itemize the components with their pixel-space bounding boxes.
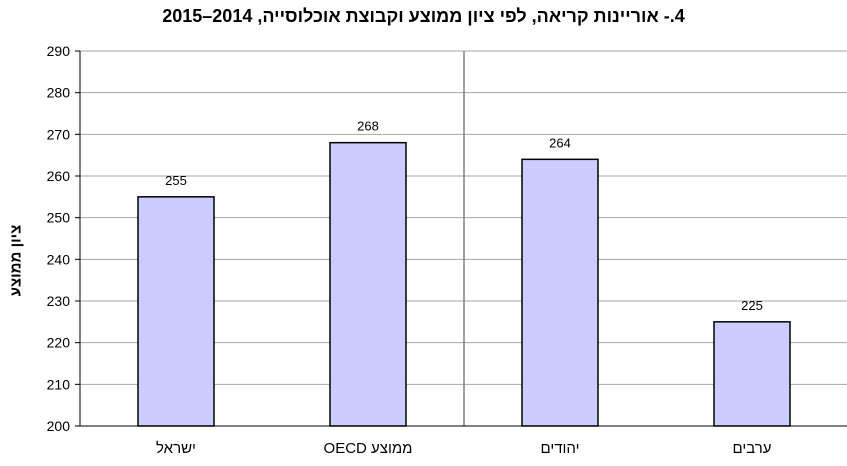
- x-category-label: ישראל: [156, 440, 196, 457]
- y-tick-label: 270: [47, 126, 71, 142]
- y-tick-label: 280: [47, 85, 71, 101]
- bar-value-label: 225: [741, 298, 763, 313]
- bar: [521, 158, 599, 427]
- bar: [329, 141, 407, 427]
- y-tick-label: 230: [47, 293, 71, 309]
- bar-value-label: 255: [165, 173, 187, 188]
- bar: [713, 321, 791, 427]
- chart-title: 4.- אוריינות קריאה, לפי ציון ממוצע וקבוצ…: [162, 6, 685, 26]
- y-tick-label: 290: [47, 43, 71, 59]
- x-category-label: יהודים: [540, 440, 579, 457]
- bar: [137, 196, 215, 427]
- y-tick-label: 200: [47, 418, 71, 434]
- y-tick-label: 250: [47, 210, 71, 226]
- y-tick-label: 220: [47, 335, 71, 351]
- y-tick-label: 210: [47, 376, 71, 392]
- bar-value-label: 268: [357, 119, 379, 134]
- x-category-label: ערבים: [732, 440, 771, 457]
- bar-value-label: 264: [549, 135, 571, 150]
- x-category-label: ממוצע OECD: [324, 440, 413, 457]
- y-tick-label: 260: [47, 168, 71, 184]
- y-tick-label: 240: [47, 251, 71, 267]
